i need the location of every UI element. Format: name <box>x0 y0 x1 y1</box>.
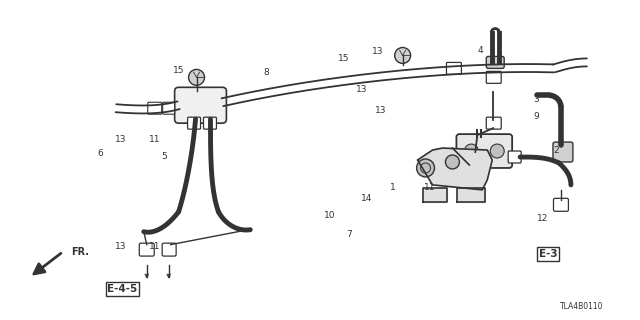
Text: 15: 15 <box>173 66 184 75</box>
Circle shape <box>490 144 504 158</box>
FancyBboxPatch shape <box>486 56 504 68</box>
Text: 2: 2 <box>553 146 559 155</box>
FancyBboxPatch shape <box>553 142 573 162</box>
FancyBboxPatch shape <box>204 117 216 129</box>
Text: 1: 1 <box>390 183 396 192</box>
Text: 11: 11 <box>148 242 160 251</box>
Text: 10: 10 <box>324 211 335 220</box>
Text: 3: 3 <box>534 95 540 104</box>
FancyBboxPatch shape <box>163 102 175 114</box>
Polygon shape <box>458 188 485 202</box>
FancyBboxPatch shape <box>148 102 162 114</box>
FancyBboxPatch shape <box>188 117 200 129</box>
Text: FR.: FR. <box>71 247 89 257</box>
Text: 7: 7 <box>346 230 351 239</box>
FancyBboxPatch shape <box>486 117 501 129</box>
FancyBboxPatch shape <box>140 243 154 256</box>
FancyBboxPatch shape <box>175 87 227 123</box>
Text: 6: 6 <box>97 149 103 158</box>
FancyBboxPatch shape <box>456 134 512 168</box>
FancyBboxPatch shape <box>162 243 176 256</box>
Text: 13: 13 <box>372 47 383 56</box>
Text: 9: 9 <box>534 113 540 122</box>
Text: 11: 11 <box>148 135 160 144</box>
FancyBboxPatch shape <box>554 198 568 211</box>
FancyBboxPatch shape <box>508 151 521 163</box>
Polygon shape <box>417 148 492 190</box>
Polygon shape <box>422 188 447 202</box>
Circle shape <box>189 69 205 85</box>
Text: 14: 14 <box>361 194 372 203</box>
Text: 5: 5 <box>161 152 167 161</box>
FancyBboxPatch shape <box>447 62 461 74</box>
Circle shape <box>445 155 460 169</box>
Text: 12: 12 <box>538 214 548 223</box>
Text: 8: 8 <box>263 68 269 77</box>
Circle shape <box>444 149 460 165</box>
Text: 11: 11 <box>424 183 435 192</box>
Text: TLA4B0110: TLA4B0110 <box>559 302 603 311</box>
FancyBboxPatch shape <box>486 71 501 83</box>
Circle shape <box>465 144 478 158</box>
Text: 4: 4 <box>478 45 483 55</box>
Text: E-4-5: E-4-5 <box>108 284 138 294</box>
Circle shape <box>395 47 411 63</box>
Text: E-3: E-3 <box>539 249 557 259</box>
Text: 15: 15 <box>338 53 349 62</box>
Text: 13: 13 <box>115 135 127 144</box>
Text: 13: 13 <box>356 85 367 94</box>
Text: 13: 13 <box>375 106 387 115</box>
Text: 13: 13 <box>115 242 127 251</box>
Circle shape <box>417 159 435 177</box>
